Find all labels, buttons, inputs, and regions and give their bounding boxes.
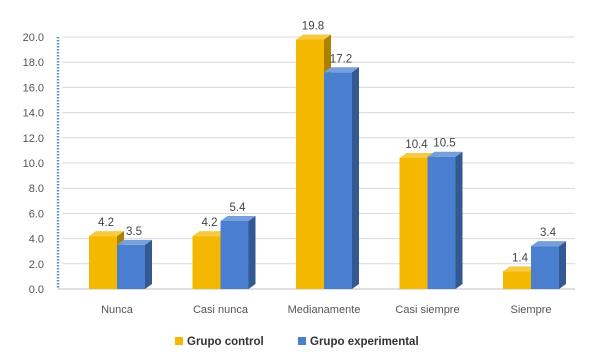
bar <box>117 239 152 289</box>
bar-side <box>559 241 566 289</box>
bar-top <box>531 241 566 247</box>
x-tick-label: Casi siempre <box>395 304 459 316</box>
bar-front <box>427 156 456 289</box>
bar-front <box>89 236 117 289</box>
bar-front <box>192 236 221 289</box>
bar-top <box>192 231 228 237</box>
y-tick-label: 16.0 <box>23 82 44 94</box>
y-tick-label: 10.0 <box>23 158 44 170</box>
data-label: 10.5 <box>433 138 455 150</box>
bar-front <box>220 220 249 289</box>
y-tick-label: 6.0 <box>29 208 44 220</box>
bar-top <box>220 215 256 221</box>
y-tick-label: 4.0 <box>29 234 44 246</box>
bar-top <box>296 34 331 40</box>
data-label: 1.4 <box>512 252 529 264</box>
x-axis-labels: Nunca Casi nunca Medianamente Casi siempre S… <box>101 304 551 316</box>
bar <box>324 67 359 289</box>
bar-side <box>145 239 152 289</box>
y-tick-label: 0.0 <box>29 284 44 296</box>
bar <box>531 241 566 289</box>
y-tick-label: 20.0 <box>23 32 44 44</box>
bar <box>427 151 463 289</box>
bar-front <box>296 39 324 289</box>
x-tick-label: Casi nunca <box>193 304 249 316</box>
bar-top <box>503 266 538 272</box>
legend-swatch <box>175 337 183 345</box>
data-label: 19.8 <box>302 21 324 33</box>
bar-front <box>399 157 428 289</box>
bars: 4.2 3.5 4.2 5.4 19.8 17.2 10.4 10.5 1.4 3.4 <box>89 21 566 289</box>
legend-swatch <box>298 337 306 345</box>
bar-front <box>531 246 559 289</box>
bar-side <box>248 215 256 289</box>
y-tick-label: 12.0 <box>23 133 44 145</box>
x-tick-label: Medianamente <box>288 304 361 316</box>
bar-top <box>427 151 463 157</box>
legend: Grupo control Grupo experimental <box>175 336 419 348</box>
legend-label: Grupo control <box>187 336 264 348</box>
bar-front <box>117 244 145 289</box>
bar-side <box>455 151 463 289</box>
bar-side <box>352 67 359 289</box>
y-tick-label: 18.0 <box>23 57 44 69</box>
data-label: 5.4 <box>230 202 247 214</box>
y-tick-label: 14.0 <box>23 108 44 120</box>
data-label: 4.2 <box>98 217 114 229</box>
data-label: 3.4 <box>540 227 557 239</box>
data-label: 17.2 <box>330 53 352 65</box>
data-label: 4.2 <box>202 217 218 229</box>
bar-top <box>324 67 359 73</box>
x-tick-label: Nunca <box>101 304 134 316</box>
y-tick-label: 8.0 <box>29 183 44 195</box>
data-label: 10.4 <box>405 139 428 151</box>
data-label: 3.5 <box>126 226 142 238</box>
bar-front <box>324 72 352 289</box>
y-tick-label: 2.0 <box>29 259 44 271</box>
bar-front <box>503 271 531 289</box>
bar-top <box>89 231 124 237</box>
bar <box>220 215 256 289</box>
bar-top <box>117 239 152 245</box>
legend-label: Grupo experimental <box>310 336 419 348</box>
y-axis: 0.0 2.0 4.0 6.0 8.0 10.0 12.0 14.0 16.0 18.0 20.0 <box>23 32 60 296</box>
bar-top <box>399 152 435 158</box>
x-tick-label: Siempre <box>511 304 552 316</box>
